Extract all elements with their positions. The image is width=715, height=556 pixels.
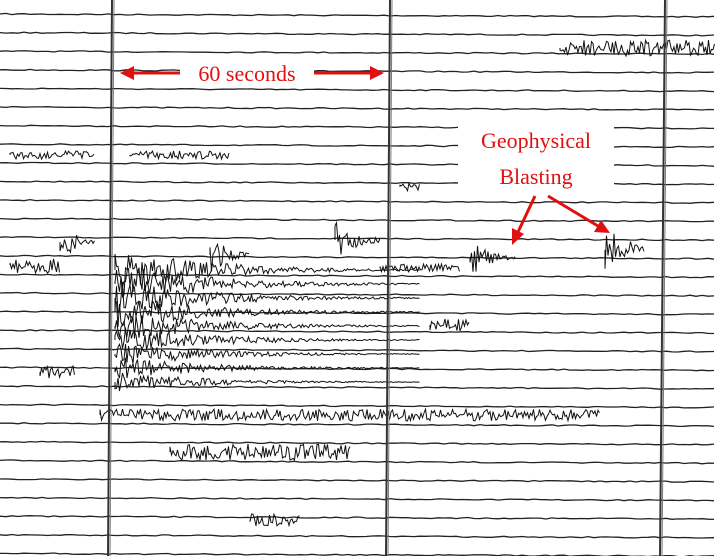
trace	[0, 515, 715, 521]
trace	[0, 217, 715, 223]
bursts	[9, 38, 715, 528]
burst	[379, 262, 460, 274]
burst	[114, 372, 420, 391]
burst	[9, 258, 60, 275]
trace	[0, 496, 715, 502]
burst	[114, 342, 420, 364]
trace	[0, 87, 715, 93]
burst	[114, 327, 420, 351]
burst	[604, 233, 645, 269]
burst	[99, 407, 600, 423]
minute-mark	[109, 0, 115, 556]
trace	[0, 198, 715, 204]
burst	[114, 282, 420, 314]
trace	[0, 236, 715, 242]
trace	[0, 329, 715, 335]
annotations: 60 seconds Geophysical Blasting	[120, 60, 614, 245]
trace	[0, 12, 715, 18]
trace	[0, 403, 715, 409]
label-bg	[458, 122, 614, 194]
arrow-head	[370, 66, 384, 80]
minute-mark	[387, 0, 393, 556]
burst	[399, 181, 420, 193]
trace	[0, 440, 715, 446]
burst	[559, 38, 715, 58]
trace	[0, 533, 715, 539]
trace	[0, 254, 715, 260]
trace	[0, 291, 715, 297]
trace	[0, 459, 715, 465]
trace	[0, 347, 715, 353]
trace	[0, 68, 715, 74]
arrow-head	[594, 220, 610, 233]
burst	[114, 299, 420, 328]
arrow-line	[516, 195, 537, 233]
burst	[469, 245, 516, 272]
burst	[114, 357, 420, 379]
minute-mark	[659, 0, 666, 556]
arrow-line	[547, 194, 599, 228]
trace	[0, 366, 715, 372]
trace	[0, 422, 715, 428]
burst	[114, 315, 420, 339]
trace	[0, 478, 715, 483]
minute-mark	[661, 0, 668, 556]
arrow-head	[512, 228, 524, 245]
minute-mark	[107, 0, 113, 556]
minute-mark	[385, 0, 391, 556]
blast-label: Blasting	[499, 164, 572, 189]
trace	[0, 105, 715, 111]
arrow-head	[120, 66, 134, 80]
burst	[114, 253, 420, 288]
burst	[114, 266, 420, 299]
burst	[9, 149, 95, 161]
traces	[0, 12, 715, 556]
minute-marks	[107, 0, 668, 556]
burst	[334, 220, 381, 255]
label-bg	[180, 60, 314, 88]
blast-label: Geophysical	[481, 128, 591, 153]
burst	[59, 235, 95, 254]
burst	[169, 443, 351, 462]
burst	[39, 364, 75, 380]
burst	[129, 149, 230, 161]
interval-label: 60 seconds	[198, 61, 295, 86]
burst	[209, 242, 250, 272]
burst	[249, 512, 300, 528]
trace	[0, 31, 715, 37]
burst	[429, 318, 470, 332]
